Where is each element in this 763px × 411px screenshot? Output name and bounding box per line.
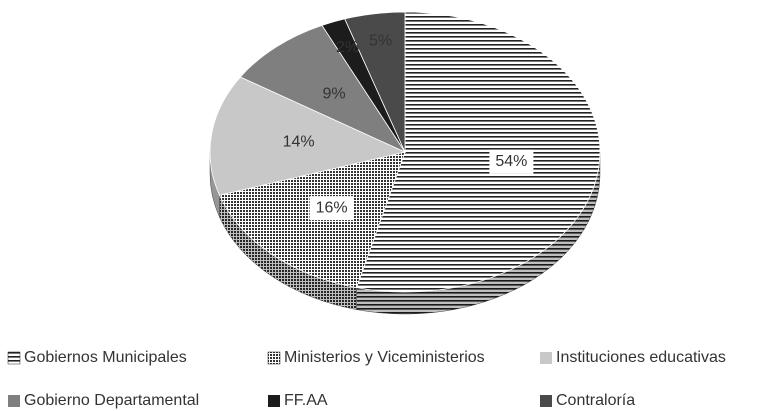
data-label: 2% [336,39,359,56]
data-label: 9% [323,85,346,102]
pie-side-shade [210,152,220,218]
legend-swatch [540,395,552,407]
pie-side-shade [356,152,600,314]
legend-swatch [267,351,281,365]
legend-label: FF.AA [284,392,328,409]
legend-swatch [7,351,21,365]
pie-slice [355,11,601,293]
data-label: 14% [283,134,315,151]
legend-label: Contraloría [556,392,635,409]
pie-slice [239,24,407,153]
legend-label: Gobiernos Municipales [24,349,187,366]
data-label: 54% [495,153,527,170]
legend-swatch [8,395,20,407]
data-label-box [489,149,534,174]
data-label: 5% [369,33,392,50]
legend-swatch [268,395,280,407]
data-label-box [309,196,354,221]
pie-slice [344,11,406,153]
legend-label: Gobierno Departamental [24,392,199,409]
legend-swatch [540,352,552,364]
data-label: 16% [316,199,348,216]
pie-slice [209,76,407,196]
legend-label: Ministerios y Viceministerios [284,349,485,366]
pie-side-shade [219,195,357,310]
legend-label: Instituciones educativas [556,349,726,366]
